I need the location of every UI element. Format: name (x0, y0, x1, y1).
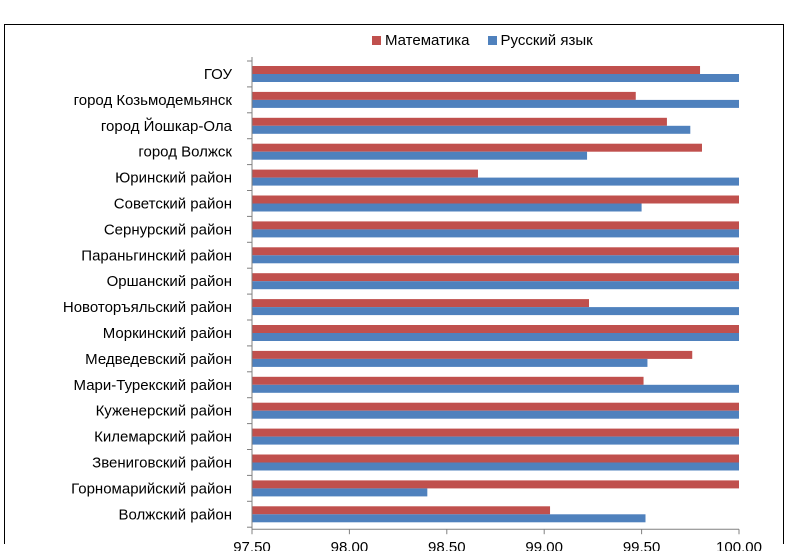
x-tick-label: 98,00 (331, 539, 369, 551)
bar-math-6 (252, 221, 739, 230)
bar-russian-6 (252, 229, 739, 238)
bar-russian-7 (252, 255, 739, 264)
bar-russian-2 (252, 125, 691, 134)
x-tick-label: 100,00 (716, 539, 762, 551)
bar-math-15 (252, 454, 739, 463)
category-label: Моркинский район (103, 325, 232, 342)
bar-math-10 (252, 325, 739, 333)
category-label: Куженерский район (96, 403, 232, 420)
bar-math-5 (252, 195, 739, 204)
legend: Математика Русский язык (372, 32, 593, 49)
bar-math-16 (252, 480, 739, 489)
bar-math-7 (252, 247, 739, 256)
bar-russian-1 (252, 99, 739, 108)
bar-russian-14 (252, 436, 739, 445)
x-tick-label: 99,50 (623, 539, 661, 551)
bar-russian-13 (252, 410, 739, 419)
bar-math-2 (252, 117, 667, 126)
bar-math-3 (252, 143, 702, 152)
category-label: ГОУ (204, 66, 233, 83)
category-label: Параньгинский район (81, 247, 232, 264)
legend-item-math: Математика (372, 32, 470, 49)
bar-math-11 (252, 350, 693, 359)
bar-russian-17 (252, 514, 646, 523)
bar-math-0 (252, 66, 701, 74)
bar-math-9 (252, 299, 590, 308)
bar-russian-8 (252, 281, 739, 290)
x-tick-label: 98,50 (428, 539, 466, 551)
legend-label-math: Математика (385, 32, 470, 49)
bar-math-4 (252, 169, 478, 178)
category-label: Килемарский район (94, 429, 232, 446)
bar-russian-12 (252, 384, 739, 393)
category-label: Горномарийский район (71, 480, 232, 497)
category-label: город Волжск (138, 144, 232, 161)
category-label: Сернурский район (104, 221, 232, 238)
category-label: Советский район (114, 195, 232, 212)
x-tick-label: 99,00 (525, 539, 563, 551)
bar-russian-4 (252, 177, 739, 186)
bar-russian-3 (252, 151, 588, 160)
category-label: Мари-Турекский район (74, 377, 232, 394)
bar-math-14 (252, 428, 739, 437)
x-tick-label: 97,50 (233, 539, 271, 551)
bar-russian-10 (252, 333, 739, 341)
bar-russian-15 (252, 462, 739, 471)
bar-russian-9 (252, 307, 739, 316)
bar-russian-5 (252, 203, 642, 212)
bar-math-13 (252, 402, 739, 411)
category-label: город Козьмодемьянск (74, 92, 233, 109)
bar-math-1 (252, 91, 636, 100)
bar-russian-0 (252, 74, 739, 82)
category-label: Звениговский район (92, 454, 232, 471)
category-label: Оршанский район (107, 273, 232, 290)
bar-math-17 (252, 506, 551, 515)
category-label: Медведевский район (85, 351, 232, 368)
legend-item-russian: Русский язык (487, 32, 593, 49)
category-label: город Йошкар-Ола (101, 117, 233, 135)
legend-swatch-russian (487, 36, 497, 45)
category-label: Юринский район (115, 170, 232, 187)
legend-swatch-math (372, 36, 381, 45)
legend-label-russian: Русский язык (500, 32, 593, 49)
category-label: Новоторъяльский район (63, 299, 232, 316)
bar-russian-16 (252, 488, 428, 497)
category-label: Волжский район (119, 506, 232, 523)
bar-math-8 (252, 273, 739, 282)
bar-russian-11 (252, 358, 648, 367)
bar-math-12 (252, 376, 644, 385)
